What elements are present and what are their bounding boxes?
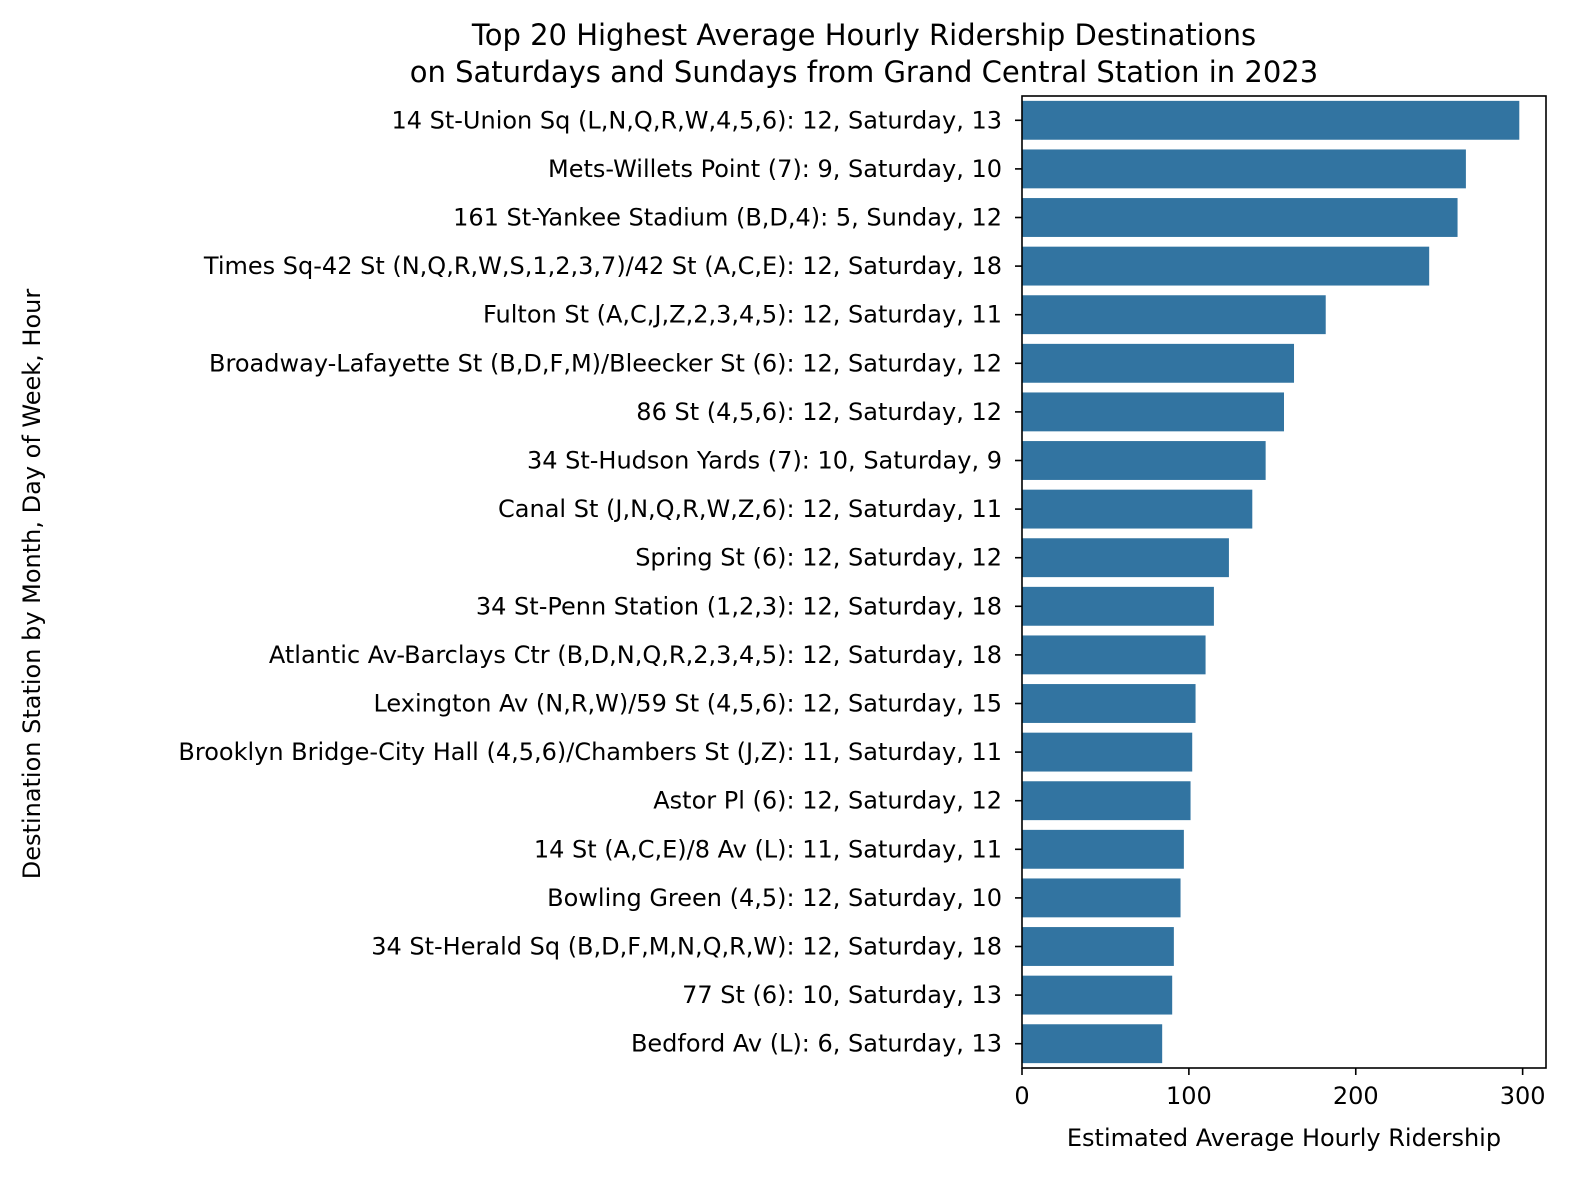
y-tick-label: 34 St-Penn Station (1,2,3): 12, Saturday… xyxy=(476,592,1002,620)
bar xyxy=(1022,343,1295,383)
y-tick-label: Times Sq-42 St (N,Q,R,W,S,1,2,3,7)/42 St… xyxy=(203,252,1002,280)
bars xyxy=(1022,100,1520,1064)
y-tick-label: Broadway-Lafayette St (B,D,F,M)/Bleecker… xyxy=(209,349,1002,377)
y-tick-label: Astor Pl (6): 12, Saturday, 12 xyxy=(653,787,1002,815)
bar xyxy=(1022,732,1193,772)
bar xyxy=(1022,489,1253,529)
bar xyxy=(1022,295,1326,335)
bar xyxy=(1022,635,1206,675)
y-tick-label: Atlantic Av-Barclays Ctr (B,D,N,Q,R,2,3,… xyxy=(269,641,1002,669)
y-tick-label: 86 St (4,5,6): 12, Saturday, 12 xyxy=(636,398,1002,426)
x-tick-label: 0 xyxy=(1014,1082,1029,1110)
bar xyxy=(1022,441,1266,480)
y-tick-label: Fulton St (A,C,J,Z,2,3,4,5): 12, Saturda… xyxy=(483,301,1002,329)
bar xyxy=(1022,781,1191,821)
chart-title-line: Top 20 Highest Average Hourly Ridership … xyxy=(471,18,1256,52)
x-axis-ticks: 0 100 200 300 xyxy=(1014,1068,1546,1110)
x-tick-label: 100 xyxy=(1166,1082,1212,1110)
y-tick-label: Bedford Av (L): 6, Saturday, 13 xyxy=(631,1030,1002,1058)
chart-title: Top 20 Highest Average Hourly Ridership … xyxy=(410,18,1318,89)
y-axis-ticks: 14 St-Union Sq (L,N,Q,R,W,4,5,6): 12, Sa… xyxy=(178,106,1022,1058)
bar xyxy=(1022,538,1229,578)
axes-spines xyxy=(1021,95,1547,1069)
bar xyxy=(1022,100,1520,140)
x-tick-label: 200 xyxy=(1333,1082,1379,1110)
bar xyxy=(1022,198,1458,237)
bar xyxy=(1022,586,1214,626)
bar xyxy=(1022,246,1430,286)
bar xyxy=(1022,149,1466,189)
axes-frame xyxy=(1021,95,1547,1069)
bar xyxy=(1022,684,1196,723)
y-tick-label: 161 St-Yankee Stadium (B,D,4): 5, Sunday… xyxy=(453,204,1002,232)
x-tick-label: 300 xyxy=(1500,1082,1546,1110)
y-tick-label: Mets-Willets Point (7): 9, Saturday, 10 xyxy=(548,155,1002,183)
x-axis-label: Estimated Average Hourly Ridership xyxy=(1067,1124,1501,1152)
y-tick-label: Spring St (6): 12, Saturday, 12 xyxy=(635,544,1002,572)
y-axis-label: Destination Station by Month, Day of Wee… xyxy=(18,289,46,880)
y-tick-label: 14 St-Union Sq (L,N,Q,R,W,4,5,6): 12, Sa… xyxy=(391,106,1002,134)
bar xyxy=(1022,1024,1163,1064)
y-tick-label: 14 St (A,C,E)/8 Av (L): 11, Saturday, 11 xyxy=(534,835,1002,863)
y-tick-label: Canal St (J,N,Q,R,W,Z,6): 12, Saturday, … xyxy=(498,495,1002,523)
bar xyxy=(1022,975,1173,1015)
y-tick-label: 34 St-Hudson Yards (7): 10, Saturday, 9 xyxy=(527,447,1002,475)
y-tick-label: 34 St-Herald Sq (B,D,F,M,N,Q,R,W): 12, S… xyxy=(371,933,1002,961)
bar xyxy=(1022,878,1181,918)
y-tick-label: 77 St (6): 10, Saturday, 13 xyxy=(682,981,1002,1009)
bar xyxy=(1022,829,1184,869)
bar xyxy=(1022,927,1174,966)
y-tick-label: Brooklyn Bridge-City Hall (4,5,6)/Chambe… xyxy=(178,738,1002,766)
bar xyxy=(1022,392,1284,432)
y-tick-label: Bowling Green (4,5): 12, Saturday, 10 xyxy=(547,884,1002,912)
y-tick-label: Lexington Av (N,R,W)/59 St (4,5,6): 12, … xyxy=(373,690,1002,718)
chart-title-line: on Saturdays and Sundays from Grand Cent… xyxy=(410,55,1318,89)
